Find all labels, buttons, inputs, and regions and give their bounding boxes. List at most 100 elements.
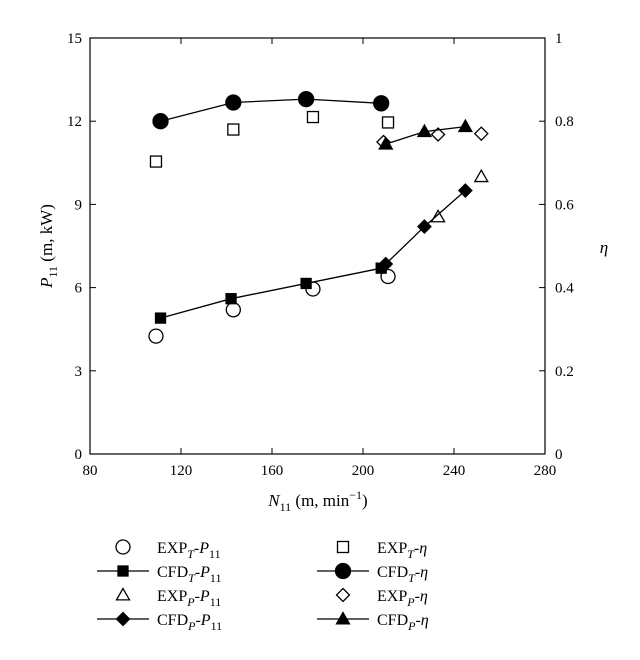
data-point xyxy=(300,277,312,290)
data-point xyxy=(225,94,242,111)
legend-label-tail: -P xyxy=(194,540,209,557)
legend-label-tail-sub: 11 xyxy=(211,619,223,633)
legend-marker xyxy=(117,565,129,577)
legend-label: EXPP-η xyxy=(377,588,428,609)
data-point xyxy=(378,136,394,150)
legend-label-main: CFD xyxy=(377,564,408,581)
x-tick-label: 80 xyxy=(83,463,98,479)
data-point xyxy=(457,183,473,198)
data-point xyxy=(306,110,320,124)
series-3 xyxy=(378,183,473,272)
legend-label-main: EXP xyxy=(377,588,407,605)
legend-label-tail: -η xyxy=(415,612,428,629)
series-5 xyxy=(152,91,390,130)
x-tick-label: 240 xyxy=(443,463,466,479)
series-2 xyxy=(430,168,489,223)
y-left-tick-label: 3 xyxy=(75,364,83,380)
data-point xyxy=(457,118,473,133)
legend: EXPT-P11CFDT-P11EXPP-P11CFDP-P11EXPT-ηCF… xyxy=(97,539,429,633)
legend-marker xyxy=(115,587,131,601)
legend-label: CFDP-P11 xyxy=(157,612,222,633)
y-right-tick-label: 0.6 xyxy=(555,197,574,213)
data-point xyxy=(154,312,167,324)
y-right-tick-label: 0.8 xyxy=(555,114,574,130)
x-axis-label: N11 (m, min−1) xyxy=(267,488,367,514)
data-point xyxy=(227,123,240,136)
series-line xyxy=(160,267,382,319)
legend-label-main: CFD xyxy=(157,612,188,629)
legend-item: CFDT-P11 xyxy=(97,564,221,585)
legend-label: CFDT-η xyxy=(377,564,428,585)
legend-label: CFDT-P11 xyxy=(157,564,221,585)
data-point xyxy=(225,302,241,318)
y-left-tick-label: 9 xyxy=(75,197,83,213)
legend-label-sub: P xyxy=(186,595,195,609)
series-0 xyxy=(148,268,396,344)
legend-item: CFDT-η xyxy=(317,562,428,585)
legend-item: EXPT-P11 xyxy=(115,539,221,561)
legend-marker xyxy=(335,611,351,625)
legend-label-main: EXP xyxy=(157,588,187,605)
legend-item: EXPT-η xyxy=(336,540,427,561)
legend-label-main: EXP xyxy=(377,540,407,557)
x-label-exp: −1 xyxy=(349,488,362,502)
series-1 xyxy=(154,262,387,324)
legend-label-tail: -η xyxy=(414,540,427,557)
x-tick-label: 120 xyxy=(170,463,193,479)
data-point xyxy=(148,328,164,344)
x-tick-label: 160 xyxy=(261,463,284,479)
legend-label-tail: -η xyxy=(415,564,428,581)
legend-marker xyxy=(335,587,351,603)
y-right-tick-label: 0.4 xyxy=(555,281,574,297)
legend-marker xyxy=(336,540,350,554)
x-tick-label: 280 xyxy=(534,463,557,479)
legend-label-sub: P xyxy=(187,619,196,633)
y-left-tick-label: 6 xyxy=(75,281,83,297)
legend-marker xyxy=(115,539,131,555)
legend-label-sub: T xyxy=(188,571,196,585)
legend-label-main: CFD xyxy=(377,612,408,629)
legend-label-tail-sub: 11 xyxy=(209,547,221,561)
y-left-tick-label: 12 xyxy=(67,114,82,130)
legend-label-main: EXP xyxy=(157,540,187,557)
y-left-label-sub: 11 xyxy=(46,266,60,278)
y-right-axis-label: η xyxy=(600,238,608,257)
data-point xyxy=(373,95,390,112)
data-point xyxy=(225,293,237,305)
legend-label-main: CFD xyxy=(157,564,188,581)
data-point xyxy=(417,219,432,235)
y-right-tick-label: 0.2 xyxy=(555,364,574,380)
series-7 xyxy=(378,118,473,150)
data-point xyxy=(149,155,163,168)
legend-marker xyxy=(115,611,131,627)
y-right-tick-label: 1 xyxy=(555,31,563,47)
y-left-label-main: P xyxy=(37,278,56,289)
legend-label-sub: T xyxy=(408,571,416,585)
legend-label-tail: -P xyxy=(195,588,210,605)
series-layer xyxy=(148,91,489,344)
x-tick-label: 200 xyxy=(352,463,375,479)
data-point xyxy=(152,113,169,130)
legend-label-tail-sub: 11 xyxy=(210,571,222,585)
plot-frame xyxy=(89,37,546,455)
data-point xyxy=(381,116,395,129)
legend-item: CFDP-η xyxy=(317,611,429,633)
data-point xyxy=(430,209,446,223)
legend-item: CFDP-P11 xyxy=(97,611,222,633)
data-point xyxy=(297,91,315,108)
y-left-tick-label: 0 xyxy=(75,447,83,463)
y-left-label-units: (m, kW) xyxy=(37,204,56,266)
legend-label-tail-sub: 11 xyxy=(210,595,222,609)
legend-label: EXPT-η xyxy=(377,540,427,561)
legend-label-sub: P xyxy=(407,619,416,633)
legend-label: EXPP-P11 xyxy=(157,588,221,609)
data-point xyxy=(416,123,433,138)
legend-marker xyxy=(334,562,352,580)
legend-label-tail: -η xyxy=(415,588,428,605)
data-point xyxy=(430,127,446,142)
x-label-main: N xyxy=(267,491,281,510)
y-right-tick-label: 0 xyxy=(555,447,563,463)
legend-item: EXPP-P11 xyxy=(115,587,221,609)
